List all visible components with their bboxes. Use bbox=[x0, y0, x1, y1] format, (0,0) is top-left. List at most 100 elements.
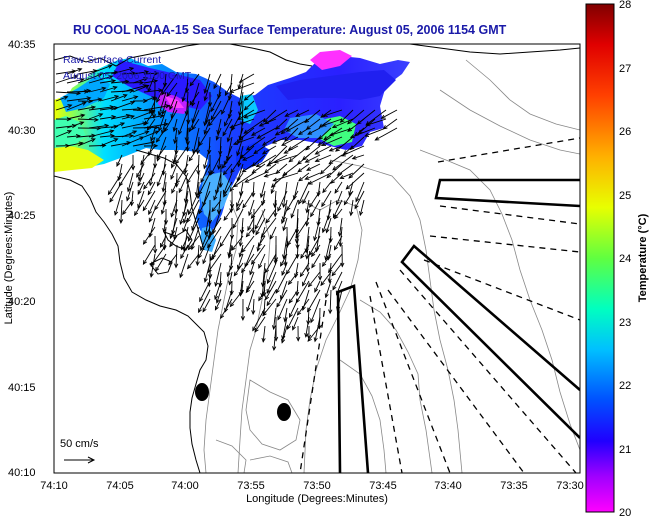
current-vector bbox=[198, 235, 211, 259]
current-vector-head bbox=[262, 311, 267, 317]
current-vector-head bbox=[271, 139, 277, 144]
current-vector-head bbox=[338, 242, 343, 248]
current-vector bbox=[252, 298, 255, 315]
current-vector bbox=[132, 77, 148, 84]
current-vector-head bbox=[125, 113, 131, 118]
current-vector-head bbox=[187, 245, 193, 251]
current-vector-head bbox=[151, 96, 157, 101]
current-vector-head bbox=[111, 78, 117, 84]
current-vector-head bbox=[188, 156, 193, 162]
current-vector bbox=[143, 130, 159, 138]
current-vector bbox=[156, 127, 167, 143]
current-vector-head bbox=[168, 260, 173, 266]
current-vector bbox=[315, 145, 332, 155]
current-vector-head bbox=[154, 71, 160, 76]
colorbar-tick: 21 bbox=[619, 444, 631, 456]
current-vector bbox=[264, 109, 288, 125]
current-vector-head bbox=[166, 92, 171, 98]
current-vector-head bbox=[273, 159, 279, 164]
current-vector-head bbox=[98, 113, 104, 118]
current-vector-head bbox=[322, 112, 328, 117]
current-vector-head bbox=[183, 198, 188, 204]
current-vector-head bbox=[114, 210, 119, 216]
current-vector-head bbox=[133, 95, 139, 100]
current-vector bbox=[55, 91, 81, 94]
current-vector bbox=[227, 262, 233, 277]
current-vector bbox=[99, 116, 116, 120]
current-vector-head bbox=[297, 130, 303, 135]
current-vector-head bbox=[307, 130, 313, 135]
current-vector-head bbox=[242, 203, 247, 209]
current-vector-head bbox=[241, 268, 246, 274]
current-vector bbox=[110, 135, 133, 138]
current-vector bbox=[230, 118, 255, 129]
current-vector-head bbox=[238, 252, 243, 258]
y-tick: 40:30 bbox=[8, 125, 36, 137]
current-vector bbox=[170, 163, 178, 180]
current-vector-head bbox=[139, 136, 145, 141]
current-vector-head bbox=[192, 149, 197, 155]
current-vector-head bbox=[86, 88, 92, 93]
current-vector-head bbox=[345, 185, 351, 190]
current-vector-head bbox=[210, 107, 215, 113]
current-vector-head bbox=[272, 177, 278, 182]
current-vector bbox=[245, 280, 255, 293]
current-vector bbox=[222, 118, 233, 136]
current-vector bbox=[134, 199, 145, 216]
current-vector-head bbox=[180, 254, 185, 260]
current-vector-head bbox=[222, 131, 227, 137]
current-vector bbox=[306, 199, 310, 213]
current-vector bbox=[88, 98, 102, 102]
current-vector bbox=[354, 190, 365, 209]
current-vector bbox=[204, 262, 211, 283]
current-vector-head bbox=[281, 338, 286, 344]
current-vector bbox=[186, 163, 200, 184]
current-vector bbox=[136, 163, 145, 178]
current-vector-head bbox=[277, 315, 282, 321]
current-vector bbox=[329, 127, 354, 136]
current-vector-head bbox=[172, 127, 177, 133]
current-vector bbox=[156, 82, 167, 103]
current-vector-head bbox=[225, 155, 231, 162]
x-tick: 73:50 bbox=[303, 480, 331, 492]
current-vector bbox=[143, 105, 170, 111]
current-vector bbox=[286, 253, 299, 275]
current-vector bbox=[175, 163, 189, 184]
current-vector bbox=[295, 280, 310, 303]
current-vector-head bbox=[334, 245, 338, 251]
current-vector bbox=[173, 118, 178, 132]
current-vector bbox=[262, 262, 266, 287]
current-vector-head bbox=[280, 261, 285, 267]
current-vector bbox=[227, 127, 233, 142]
current-vector-head bbox=[132, 130, 138, 135]
current-vector bbox=[277, 298, 288, 320]
current-vector-head bbox=[199, 297, 204, 303]
current-vector-head bbox=[158, 126, 163, 132]
current-vector-head bbox=[148, 232, 153, 238]
current-vector bbox=[352, 154, 365, 160]
current-vector-head bbox=[142, 260, 147, 266]
current-vector-head bbox=[190, 245, 195, 251]
current-vector-head bbox=[97, 97, 103, 102]
current-vector bbox=[334, 181, 343, 194]
current-vector bbox=[273, 172, 299, 182]
current-vector bbox=[121, 84, 147, 93]
current-vector bbox=[302, 271, 310, 286]
current-vector bbox=[173, 226, 178, 240]
current-vector bbox=[231, 235, 244, 251]
current-vector bbox=[269, 226, 277, 239]
current-vector bbox=[286, 307, 299, 330]
current-vector bbox=[99, 80, 116, 84]
plot-frame bbox=[53, 43, 581, 474]
current-vector-head bbox=[113, 124, 119, 129]
current-vector bbox=[282, 217, 288, 231]
current-vector bbox=[55, 96, 68, 102]
current-vector-head bbox=[330, 179, 335, 184]
current-vector bbox=[282, 316, 288, 340]
current-vector bbox=[292, 316, 299, 330]
current-vector-head bbox=[158, 88, 164, 93]
current-vector bbox=[229, 271, 233, 285]
current-vector-head bbox=[229, 208, 234, 214]
current-vector-head bbox=[76, 91, 82, 96]
current-vector-head bbox=[321, 142, 327, 147]
